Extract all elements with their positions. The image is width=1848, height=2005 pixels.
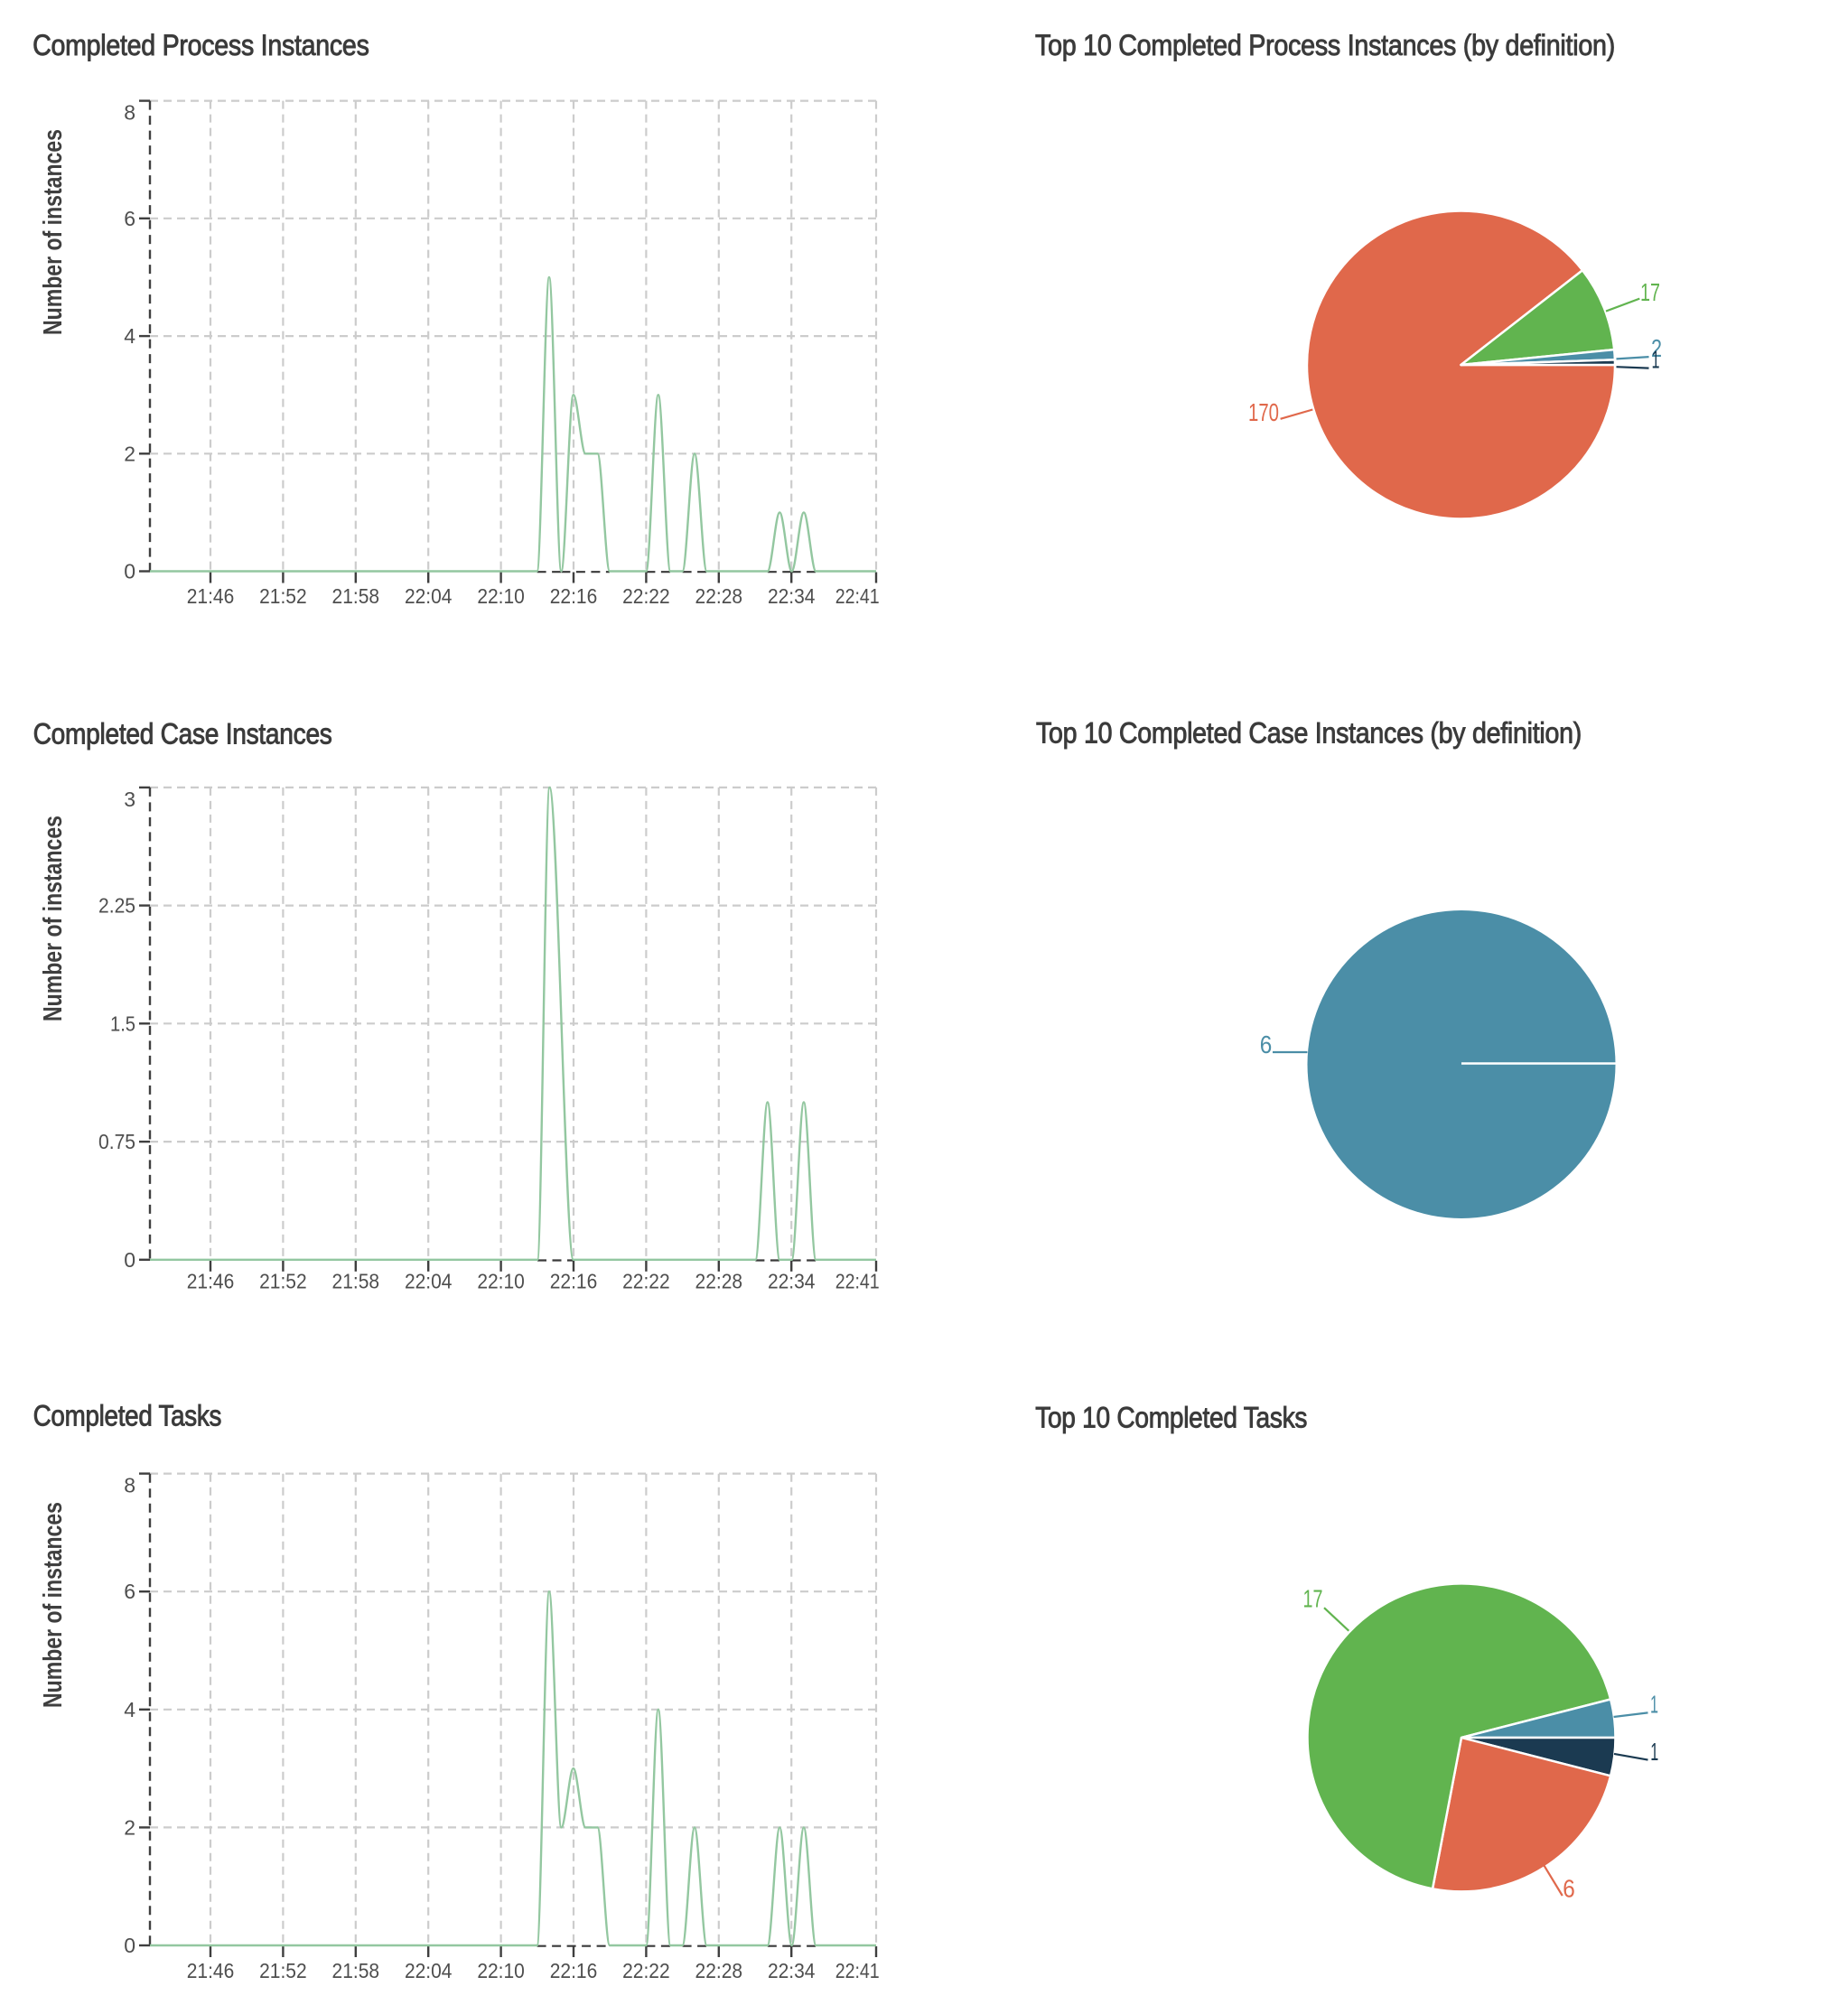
- svg-text:22:34: 22:34: [768, 1959, 816, 1982]
- svg-text:22:10: 22:10: [477, 1270, 525, 1293]
- svg-text:22:16: 22:16: [550, 1959, 598, 1982]
- svg-text:22:28: 22:28: [695, 1270, 743, 1293]
- svg-text:22:41: 22:41: [835, 1270, 880, 1293]
- svg-text:6: 6: [124, 207, 135, 230]
- svg-text:4: 4: [124, 1698, 135, 1721]
- svg-text:17: 17: [1303, 1585, 1323, 1613]
- svg-text:8: 8: [124, 1474, 135, 1497]
- svg-text:22:41: 22:41: [835, 1959, 880, 1982]
- svg-text:21:52: 21:52: [259, 1270, 307, 1293]
- svg-text:0: 0: [124, 1248, 135, 1272]
- svg-text:6: 6: [124, 1580, 135, 1603]
- svg-text:21:52: 21:52: [259, 584, 307, 608]
- svg-text:6: 6: [1563, 1874, 1575, 1902]
- svg-text:22:28: 22:28: [695, 584, 743, 608]
- svg-text:21:58: 21:58: [332, 1270, 380, 1293]
- svg-text:0: 0: [124, 1934, 135, 1957]
- svg-text:Completed Tasks: Completed Tasks: [33, 1400, 222, 1432]
- svg-text:4: 4: [124, 324, 135, 348]
- svg-text:22:04: 22:04: [405, 584, 453, 608]
- svg-text:0.75: 0.75: [98, 1130, 135, 1153]
- svg-text:1: 1: [1650, 1691, 1658, 1719]
- svg-text:1: 1: [1650, 1738, 1658, 1766]
- svg-text:6: 6: [1260, 1030, 1273, 1058]
- svg-text:Number of instances: Number of instances: [39, 129, 68, 335]
- svg-text:1: 1: [1652, 345, 1660, 373]
- svg-text:22:22: 22:22: [622, 1959, 670, 1982]
- svg-text:21:58: 21:58: [332, 584, 380, 608]
- svg-text:22:41: 22:41: [835, 584, 880, 608]
- svg-text:3: 3: [124, 788, 135, 811]
- svg-text:22:04: 22:04: [405, 1959, 453, 1982]
- svg-text:Top 10 Completed Case Instance: Top 10 Completed Case Instances (by defi…: [1036, 717, 1582, 750]
- svg-text:22:10: 22:10: [477, 584, 525, 608]
- svg-text:0: 0: [124, 560, 135, 583]
- svg-text:22:22: 22:22: [622, 584, 670, 608]
- svg-text:1.5: 1.5: [110, 1012, 135, 1035]
- svg-text:22:04: 22:04: [405, 1270, 453, 1293]
- svg-text:21:46: 21:46: [187, 1270, 235, 1293]
- svg-text:22:16: 22:16: [550, 1270, 598, 1293]
- svg-text:22:16: 22:16: [550, 584, 598, 608]
- svg-text:2: 2: [124, 1815, 135, 1839]
- svg-text:21:52: 21:52: [259, 1959, 307, 1982]
- svg-text:22:22: 22:22: [622, 1270, 670, 1293]
- svg-text:17: 17: [1640, 278, 1660, 306]
- svg-text:Completed Case Instances: Completed Case Instances: [33, 717, 332, 750]
- svg-text:21:46: 21:46: [187, 584, 235, 608]
- svg-text:Number of instances: Number of instances: [39, 816, 68, 1021]
- svg-text:8: 8: [124, 101, 135, 125]
- svg-text:2: 2: [124, 442, 135, 465]
- svg-text:22:28: 22:28: [695, 1959, 743, 1982]
- svg-text:22:10: 22:10: [477, 1959, 525, 1982]
- svg-text:Number of instances: Number of instances: [39, 1502, 68, 1708]
- svg-text:2.25: 2.25: [98, 894, 135, 918]
- svg-text:22:34: 22:34: [768, 1270, 816, 1293]
- svg-text:21:46: 21:46: [187, 1959, 235, 1982]
- svg-text:170: 170: [1248, 398, 1279, 426]
- svg-text:Top 10 Completed Tasks: Top 10 Completed Tasks: [1035, 1402, 1307, 1434]
- svg-text:2: 2: [1651, 334, 1662, 362]
- svg-text:21:58: 21:58: [332, 1959, 380, 1982]
- svg-text:Top 10 Completed Process Insta: Top 10 Completed Process Instances (by d…: [1035, 29, 1615, 61]
- svg-text:22:34: 22:34: [768, 584, 816, 608]
- svg-text:Completed Process Instances: Completed Process Instances: [33, 29, 369, 61]
